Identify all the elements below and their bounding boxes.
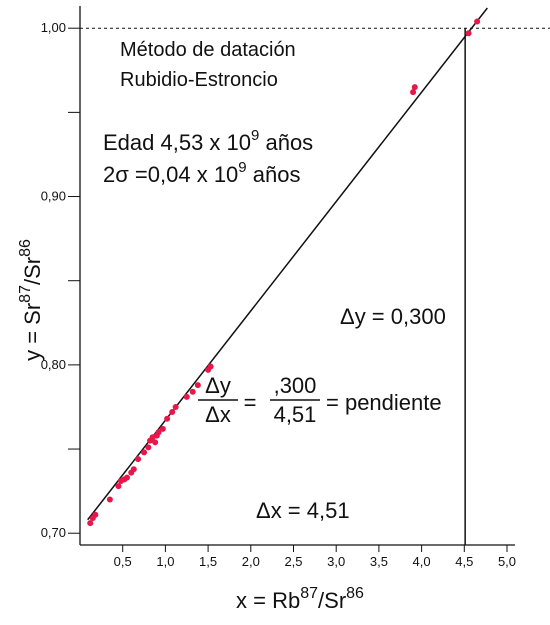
point: [410, 89, 417, 96]
point: [141, 449, 148, 456]
y-tick-label: 0,90: [41, 189, 66, 204]
y-tick-label: 0,70: [41, 525, 66, 540]
point: [155, 429, 162, 436]
point: [465, 30, 472, 37]
y-tick-label: 1,00: [41, 20, 66, 35]
x-tick-label: 1,0: [156, 554, 174, 569]
x-tick-label: 5,0: [498, 554, 516, 569]
point: [123, 474, 130, 481]
point: [474, 18, 481, 25]
annotation: Δy = 0,300: [340, 304, 446, 329]
point: [159, 425, 166, 432]
annotation: Δy: [205, 373, 231, 398]
x-tick-label: 2,5: [284, 554, 302, 569]
annotation: 4,51: [274, 402, 317, 427]
annotation: = pendiente: [326, 390, 442, 415]
x-tick-label: 3,5: [370, 554, 388, 569]
annotation: Δx: [205, 402, 231, 427]
y-tick-label: 0,80: [41, 357, 66, 372]
point: [207, 363, 214, 370]
annotation: Rubidio-Estroncio: [120, 69, 278, 91]
point: [106, 496, 113, 503]
y-axis-label: y = Sr87/Sr86: [17, 239, 45, 361]
x-tick-label: 1,5: [199, 554, 217, 569]
annotation: =: [244, 390, 257, 415]
x-tick-label: 4,0: [413, 554, 431, 569]
annotation: ,300: [274, 373, 317, 398]
x-tick-label: 3,0: [327, 554, 345, 569]
point: [115, 483, 122, 490]
x-tick-label: 4,5: [455, 554, 473, 569]
point: [135, 456, 142, 463]
point: [152, 439, 159, 446]
point: [183, 393, 190, 400]
point: [194, 382, 201, 389]
x-tick-label: 0,5: [114, 554, 132, 569]
annotation: 2σ =0,04 x 109 años: [103, 159, 300, 187]
point: [172, 403, 179, 410]
point: [411, 84, 418, 91]
point: [169, 409, 176, 416]
point: [130, 466, 137, 473]
point: [87, 520, 94, 527]
annotation: Δx = 4,51: [256, 498, 350, 523]
x-tick-label: 2,0: [242, 554, 260, 569]
point: [92, 511, 99, 518]
annotation: Método de datación: [120, 39, 296, 61]
point: [189, 388, 196, 395]
point: [164, 415, 171, 422]
annotation: Edad 4,53 x 109 años: [103, 127, 313, 155]
x-axis-label: x = Rb87/Sr86: [236, 585, 364, 613]
point: [145, 444, 152, 451]
